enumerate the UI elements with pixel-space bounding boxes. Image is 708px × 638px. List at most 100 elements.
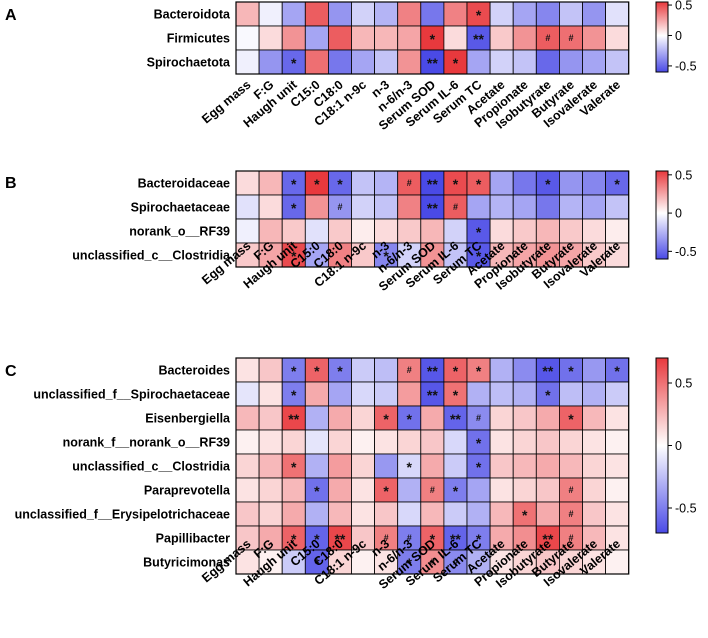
heatmap-cell <box>374 1 399 27</box>
heatmap-cell <box>258 49 283 75</box>
significance-star: * <box>476 531 482 547</box>
heatmap-cell <box>397 429 422 455</box>
heatmap-cell <box>605 501 630 527</box>
heatmap-cell <box>258 170 283 196</box>
heatmap-cell <box>605 218 630 244</box>
heatmap-cell <box>374 25 399 51</box>
heatmap-cell <box>397 25 422 51</box>
heatmap-cell <box>351 357 376 383</box>
heatmap-cell <box>235 477 260 503</box>
heatmap-cell <box>374 453 399 479</box>
heatmap-cell <box>304 218 329 244</box>
heatmap-cell <box>535 453 560 479</box>
heatmap-cell <box>235 429 260 455</box>
significance-hash: # <box>453 557 458 567</box>
heatmap-cell <box>304 49 329 75</box>
heatmap-cell <box>374 357 399 383</box>
significance-star: * <box>314 483 320 499</box>
significance-hash: # <box>568 485 573 495</box>
significance-hash: # <box>476 413 481 423</box>
significance-star: ** <box>334 531 345 547</box>
heatmap-cell <box>327 1 352 27</box>
heatmap-cell <box>489 194 514 220</box>
heatmap-cell <box>397 477 422 503</box>
heatmap-cell <box>443 501 468 527</box>
heatmap-cell <box>512 1 537 27</box>
significance-star: * <box>291 55 297 71</box>
heatmap-cell <box>304 453 329 479</box>
significance-hash: # <box>384 533 389 543</box>
heatmap-cell <box>304 381 329 407</box>
colorbar-tick-label: -0.5 <box>675 59 697 73</box>
significance-star: ** <box>473 31 484 47</box>
heatmap-cell <box>304 429 329 455</box>
heatmap-cell <box>304 501 329 527</box>
heatmap-cell <box>258 381 283 407</box>
significance-star: * <box>314 363 320 379</box>
significance-star: ** <box>450 411 461 427</box>
heatmap-cell <box>489 357 514 383</box>
heatmap-cell <box>489 429 514 455</box>
significance-star: * <box>545 387 551 403</box>
significance-star: ** <box>427 200 438 216</box>
significance-hash: # <box>568 533 573 543</box>
heatmap-cell <box>281 477 306 503</box>
significance-hash: # <box>407 178 412 188</box>
row-label: unclassified_c__Clostridia <box>72 460 231 474</box>
heatmap-cell <box>466 477 491 503</box>
heatmap-cell <box>258 501 283 527</box>
heatmap-cell <box>535 429 560 455</box>
significance-star: * <box>476 176 482 192</box>
heatmap-cell <box>374 170 399 196</box>
heatmap-cell <box>374 194 399 220</box>
heatmap-cell <box>443 1 468 27</box>
heatmap-cell <box>397 194 422 220</box>
heatmap-cell <box>235 453 260 479</box>
row-label: Eisenbergiella <box>145 412 231 426</box>
heatmap-border <box>235 357 630 575</box>
significance-star: * <box>337 176 343 192</box>
significance-star: * <box>522 507 528 523</box>
heatmap-cell <box>397 1 422 27</box>
heatmap-cell <box>512 194 537 220</box>
significance-star: ** <box>450 531 461 547</box>
heatmap-cell <box>351 218 376 244</box>
significance-star: * <box>453 55 459 71</box>
heatmap-cell <box>235 25 260 51</box>
heatmap-cell <box>281 218 306 244</box>
heatmap-cell <box>351 477 376 503</box>
row-label: unclassified_c__Clostridia <box>72 249 231 263</box>
heatmap-cell <box>374 381 399 407</box>
heatmap-border <box>235 170 630 268</box>
significance-star: * <box>407 555 413 571</box>
heatmap-cell <box>258 429 283 455</box>
heatmap-cell <box>512 25 537 51</box>
significance-star: * <box>476 7 482 23</box>
heatmap-cell <box>605 1 630 27</box>
heatmap-cell <box>327 453 352 479</box>
heatmap-cell <box>397 218 422 244</box>
heatmap-cell <box>512 381 537 407</box>
heatmap-cell <box>605 194 630 220</box>
colorbar <box>655 170 669 260</box>
significance-star: * <box>614 363 620 379</box>
significance-hash: # <box>568 509 573 519</box>
heatmap-cell <box>535 194 560 220</box>
heatmap-cell <box>304 1 329 27</box>
significance-star: * <box>568 411 574 427</box>
heatmap-cell <box>397 49 422 75</box>
heatmap-cell <box>489 1 514 27</box>
colorbar-tick-label: -0.5 <box>675 502 697 516</box>
heatmap-cell <box>235 194 260 220</box>
heatmap-cell <box>374 429 399 455</box>
significance-star: ** <box>427 55 438 71</box>
significance-star: ** <box>427 387 438 403</box>
heatmap-cell <box>512 477 537 503</box>
row-label: unclassified_f__Erysipelotrichaceae <box>15 508 230 522</box>
significance-star: * <box>314 555 320 571</box>
significance-hash: # <box>430 485 435 495</box>
heatmap-cell <box>420 1 445 27</box>
heatmap-cell <box>466 501 491 527</box>
heatmap-cell <box>420 453 445 479</box>
colorbar <box>655 357 669 534</box>
